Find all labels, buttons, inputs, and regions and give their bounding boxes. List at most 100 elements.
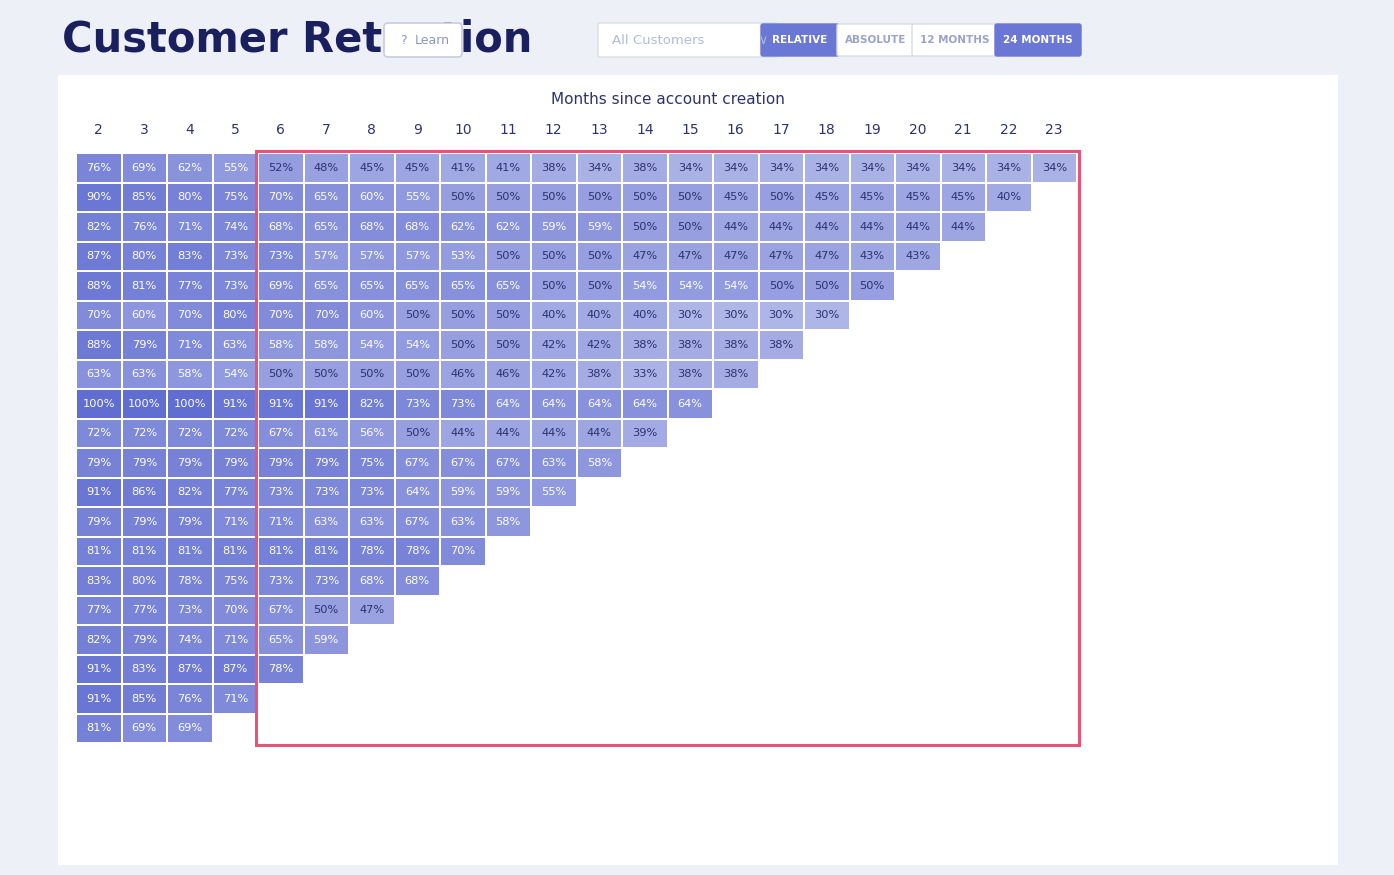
Text: 57%: 57%	[314, 251, 339, 262]
Text: 42%: 42%	[541, 369, 566, 379]
Text: 78%: 78%	[177, 576, 202, 585]
Text: 50%: 50%	[404, 428, 429, 438]
Text: 79%: 79%	[268, 458, 293, 468]
Text: 33%: 33%	[631, 369, 658, 379]
Text: Customer Retention: Customer Retention	[61, 19, 533, 61]
Bar	[669, 390, 712, 417]
Bar	[169, 567, 212, 594]
Text: 53%: 53%	[450, 251, 475, 262]
Bar	[77, 272, 120, 299]
Bar	[77, 567, 120, 594]
Text: 54%: 54%	[633, 281, 658, 290]
Text: ?: ?	[400, 33, 407, 46]
Bar	[123, 567, 166, 594]
Bar	[533, 479, 576, 506]
Bar	[123, 390, 166, 417]
Text: 71%: 71%	[268, 517, 293, 527]
Text: 63%: 63%	[314, 517, 339, 527]
Text: 73%: 73%	[450, 399, 475, 409]
Text: 55%: 55%	[404, 192, 429, 202]
Bar	[577, 184, 620, 211]
Text: 46%: 46%	[496, 369, 521, 379]
Text: RELATIVE: RELATIVE	[772, 35, 828, 45]
Bar	[623, 154, 666, 181]
Bar	[396, 184, 439, 211]
Bar	[213, 597, 256, 624]
Bar	[577, 302, 620, 329]
Bar	[304, 242, 348, 270]
Text: 47%: 47%	[677, 251, 703, 262]
Text: 47%: 47%	[814, 251, 839, 262]
Bar	[850, 154, 894, 181]
Bar	[213, 331, 256, 359]
Text: 87%: 87%	[223, 664, 248, 675]
Bar	[669, 154, 712, 181]
Text: 83%: 83%	[131, 664, 158, 675]
Bar	[169, 302, 212, 329]
Text: 63%: 63%	[223, 340, 248, 350]
Text: 38%: 38%	[768, 340, 793, 350]
Bar	[123, 213, 166, 241]
Text: 8: 8	[367, 123, 376, 137]
FancyBboxPatch shape	[383, 23, 461, 57]
Text: 81%: 81%	[131, 546, 158, 556]
Text: 74%: 74%	[177, 634, 202, 645]
Bar	[259, 655, 302, 683]
Bar	[259, 626, 302, 654]
Bar	[169, 597, 212, 624]
Text: 82%: 82%	[177, 487, 202, 497]
Text: 79%: 79%	[131, 517, 158, 527]
Text: 40%: 40%	[997, 192, 1022, 202]
Bar	[169, 154, 212, 181]
Bar	[577, 360, 620, 388]
Bar	[487, 331, 530, 359]
Bar	[760, 242, 803, 270]
Text: 50%: 50%	[450, 340, 475, 350]
Text: 70%: 70%	[86, 311, 112, 320]
Text: 59%: 59%	[587, 221, 612, 232]
Bar	[350, 449, 393, 477]
Text: 59%: 59%	[450, 487, 475, 497]
Text: 44%: 44%	[814, 221, 839, 232]
Bar	[577, 419, 620, 447]
Bar	[533, 154, 576, 181]
Text: 6: 6	[276, 123, 286, 137]
Text: 50%: 50%	[587, 281, 612, 290]
Text: 59%: 59%	[496, 487, 521, 497]
Bar	[123, 715, 166, 742]
Bar	[669, 272, 712, 299]
Text: 77%: 77%	[131, 606, 158, 615]
Text: 71%: 71%	[177, 340, 202, 350]
Bar	[669, 242, 712, 270]
Bar	[396, 331, 439, 359]
Text: 50%: 50%	[631, 192, 658, 202]
Text: 54%: 54%	[723, 281, 749, 290]
Text: 60%: 60%	[360, 192, 385, 202]
Bar	[623, 184, 666, 211]
Text: 50%: 50%	[677, 221, 703, 232]
Bar	[123, 242, 166, 270]
FancyBboxPatch shape	[836, 24, 914, 56]
Text: 52%: 52%	[268, 163, 293, 172]
Bar	[487, 242, 530, 270]
Bar	[623, 272, 666, 299]
Text: 38%: 38%	[677, 340, 703, 350]
Text: 57%: 57%	[360, 251, 385, 262]
Text: 67%: 67%	[450, 458, 475, 468]
Text: 80%: 80%	[223, 311, 248, 320]
Text: 30%: 30%	[768, 311, 793, 320]
Bar	[304, 537, 348, 565]
Bar	[487, 272, 530, 299]
Bar	[77, 419, 120, 447]
Bar	[213, 154, 256, 181]
Text: 68%: 68%	[404, 576, 429, 585]
FancyBboxPatch shape	[761, 24, 839, 56]
Text: 72%: 72%	[86, 428, 112, 438]
Bar	[350, 479, 393, 506]
Text: 42%: 42%	[587, 340, 612, 350]
Text: 45%: 45%	[404, 163, 429, 172]
Text: 86%: 86%	[131, 487, 156, 497]
Bar	[77, 184, 120, 211]
Bar	[77, 213, 120, 241]
Text: 91%: 91%	[268, 399, 293, 409]
